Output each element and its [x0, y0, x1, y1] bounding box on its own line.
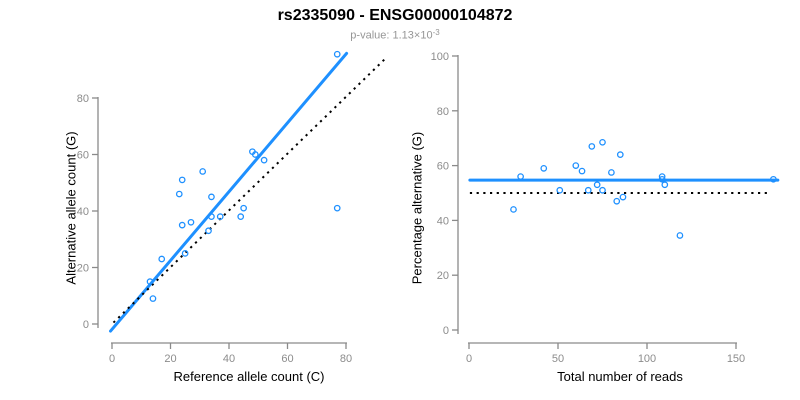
- data-point: [658, 175, 666, 183]
- p-value-subtitle: p-value: 1.13×10-3: [0, 27, 790, 42]
- data-point: [510, 206, 517, 213]
- data-point: [149, 295, 157, 302]
- x-tick-label: 20: [164, 353, 176, 365]
- x-tick-label: 100: [638, 353, 656, 365]
- data-point: [770, 175, 777, 183]
- data-point: [556, 186, 564, 194]
- data-point: [599, 186, 606, 194]
- data-point: [187, 218, 195, 226]
- left-x-axis-label: Reference allele count (C): [173, 369, 325, 384]
- data-point: [260, 156, 268, 164]
- x-tick-label: 50: [552, 353, 564, 365]
- y-tick-label: 40: [77, 206, 89, 218]
- data-point: [661, 181, 669, 189]
- data-point: [146, 278, 154, 285]
- y-tick-label: 60: [77, 150, 89, 162]
- x-tick-label: 80: [340, 353, 352, 365]
- p-value-text: p-value: 1.13×10: [350, 29, 433, 42]
- data-point: [540, 164, 548, 172]
- data-point: [181, 250, 189, 257]
- data-point: [178, 176, 186, 184]
- data-point: [593, 181, 601, 189]
- y-tick-label: 100: [431, 51, 449, 63]
- data-point: [517, 173, 524, 180]
- data-point: [608, 169, 615, 176]
- data-point: [676, 232, 684, 239]
- left-y-axis-label: Alternative allele count (G): [63, 131, 79, 285]
- y-tick-label: 0: [443, 325, 449, 337]
- data-point: [616, 151, 624, 158]
- data-point: [584, 186, 592, 194]
- identity-line: [112, 56, 388, 324]
- y-tick-label: 0: [83, 319, 89, 331]
- p-value-exponent: -3: [432, 28, 440, 37]
- plot-title: rs2335090 - ENSG00000104872: [277, 7, 513, 24]
- y-tick-label: 80: [77, 93, 89, 105]
- data-point: [599, 138, 606, 146]
- data-point: [588, 143, 596, 150]
- data-point: [333, 50, 341, 58]
- x-tick-label: 60: [281, 353, 293, 365]
- y-tick-label: 60: [437, 161, 449, 173]
- y-tick-label: 40: [437, 215, 449, 227]
- y-tick-label: 20: [77, 263, 89, 275]
- data-point: [178, 221, 186, 229]
- regression-line: [109, 51, 349, 333]
- data-point: [205, 227, 212, 235]
- x-tick-label: 150: [727, 353, 745, 365]
- data-point: [208, 193, 215, 201]
- data-point: [578, 167, 586, 175]
- y-tick-label: 80: [437, 106, 449, 118]
- data-point: [658, 173, 666, 180]
- data-point: [175, 190, 183, 198]
- data-point: [251, 151, 259, 158]
- data-point: [619, 193, 627, 201]
- right-x-axis-label: Total number of reads: [557, 369, 683, 384]
- data-point: [158, 255, 166, 263]
- data-point: [199, 168, 207, 175]
- data-point: [237, 213, 245, 220]
- y-tick-label: 20: [437, 270, 449, 282]
- x-tick-label: 40: [223, 353, 235, 365]
- data-point: [572, 162, 580, 169]
- data-point: [240, 204, 247, 212]
- data-point: [613, 197, 621, 205]
- right-y-axis-label: Percentage alternative (G): [409, 131, 425, 285]
- right-scatter-plot: 0 20 40 60 80 100 0 50 100 150: [431, 51, 780, 365]
- x-tick-label: 0: [109, 353, 115, 365]
- x-tick-label: 0: [466, 353, 472, 365]
- data-point: [216, 213, 224, 220]
- data-point: [208, 213, 215, 220]
- left-scatter-plot: 0 20 40 60 80 0 20 40 60 80: [77, 50, 388, 365]
- data-point: [333, 204, 341, 212]
